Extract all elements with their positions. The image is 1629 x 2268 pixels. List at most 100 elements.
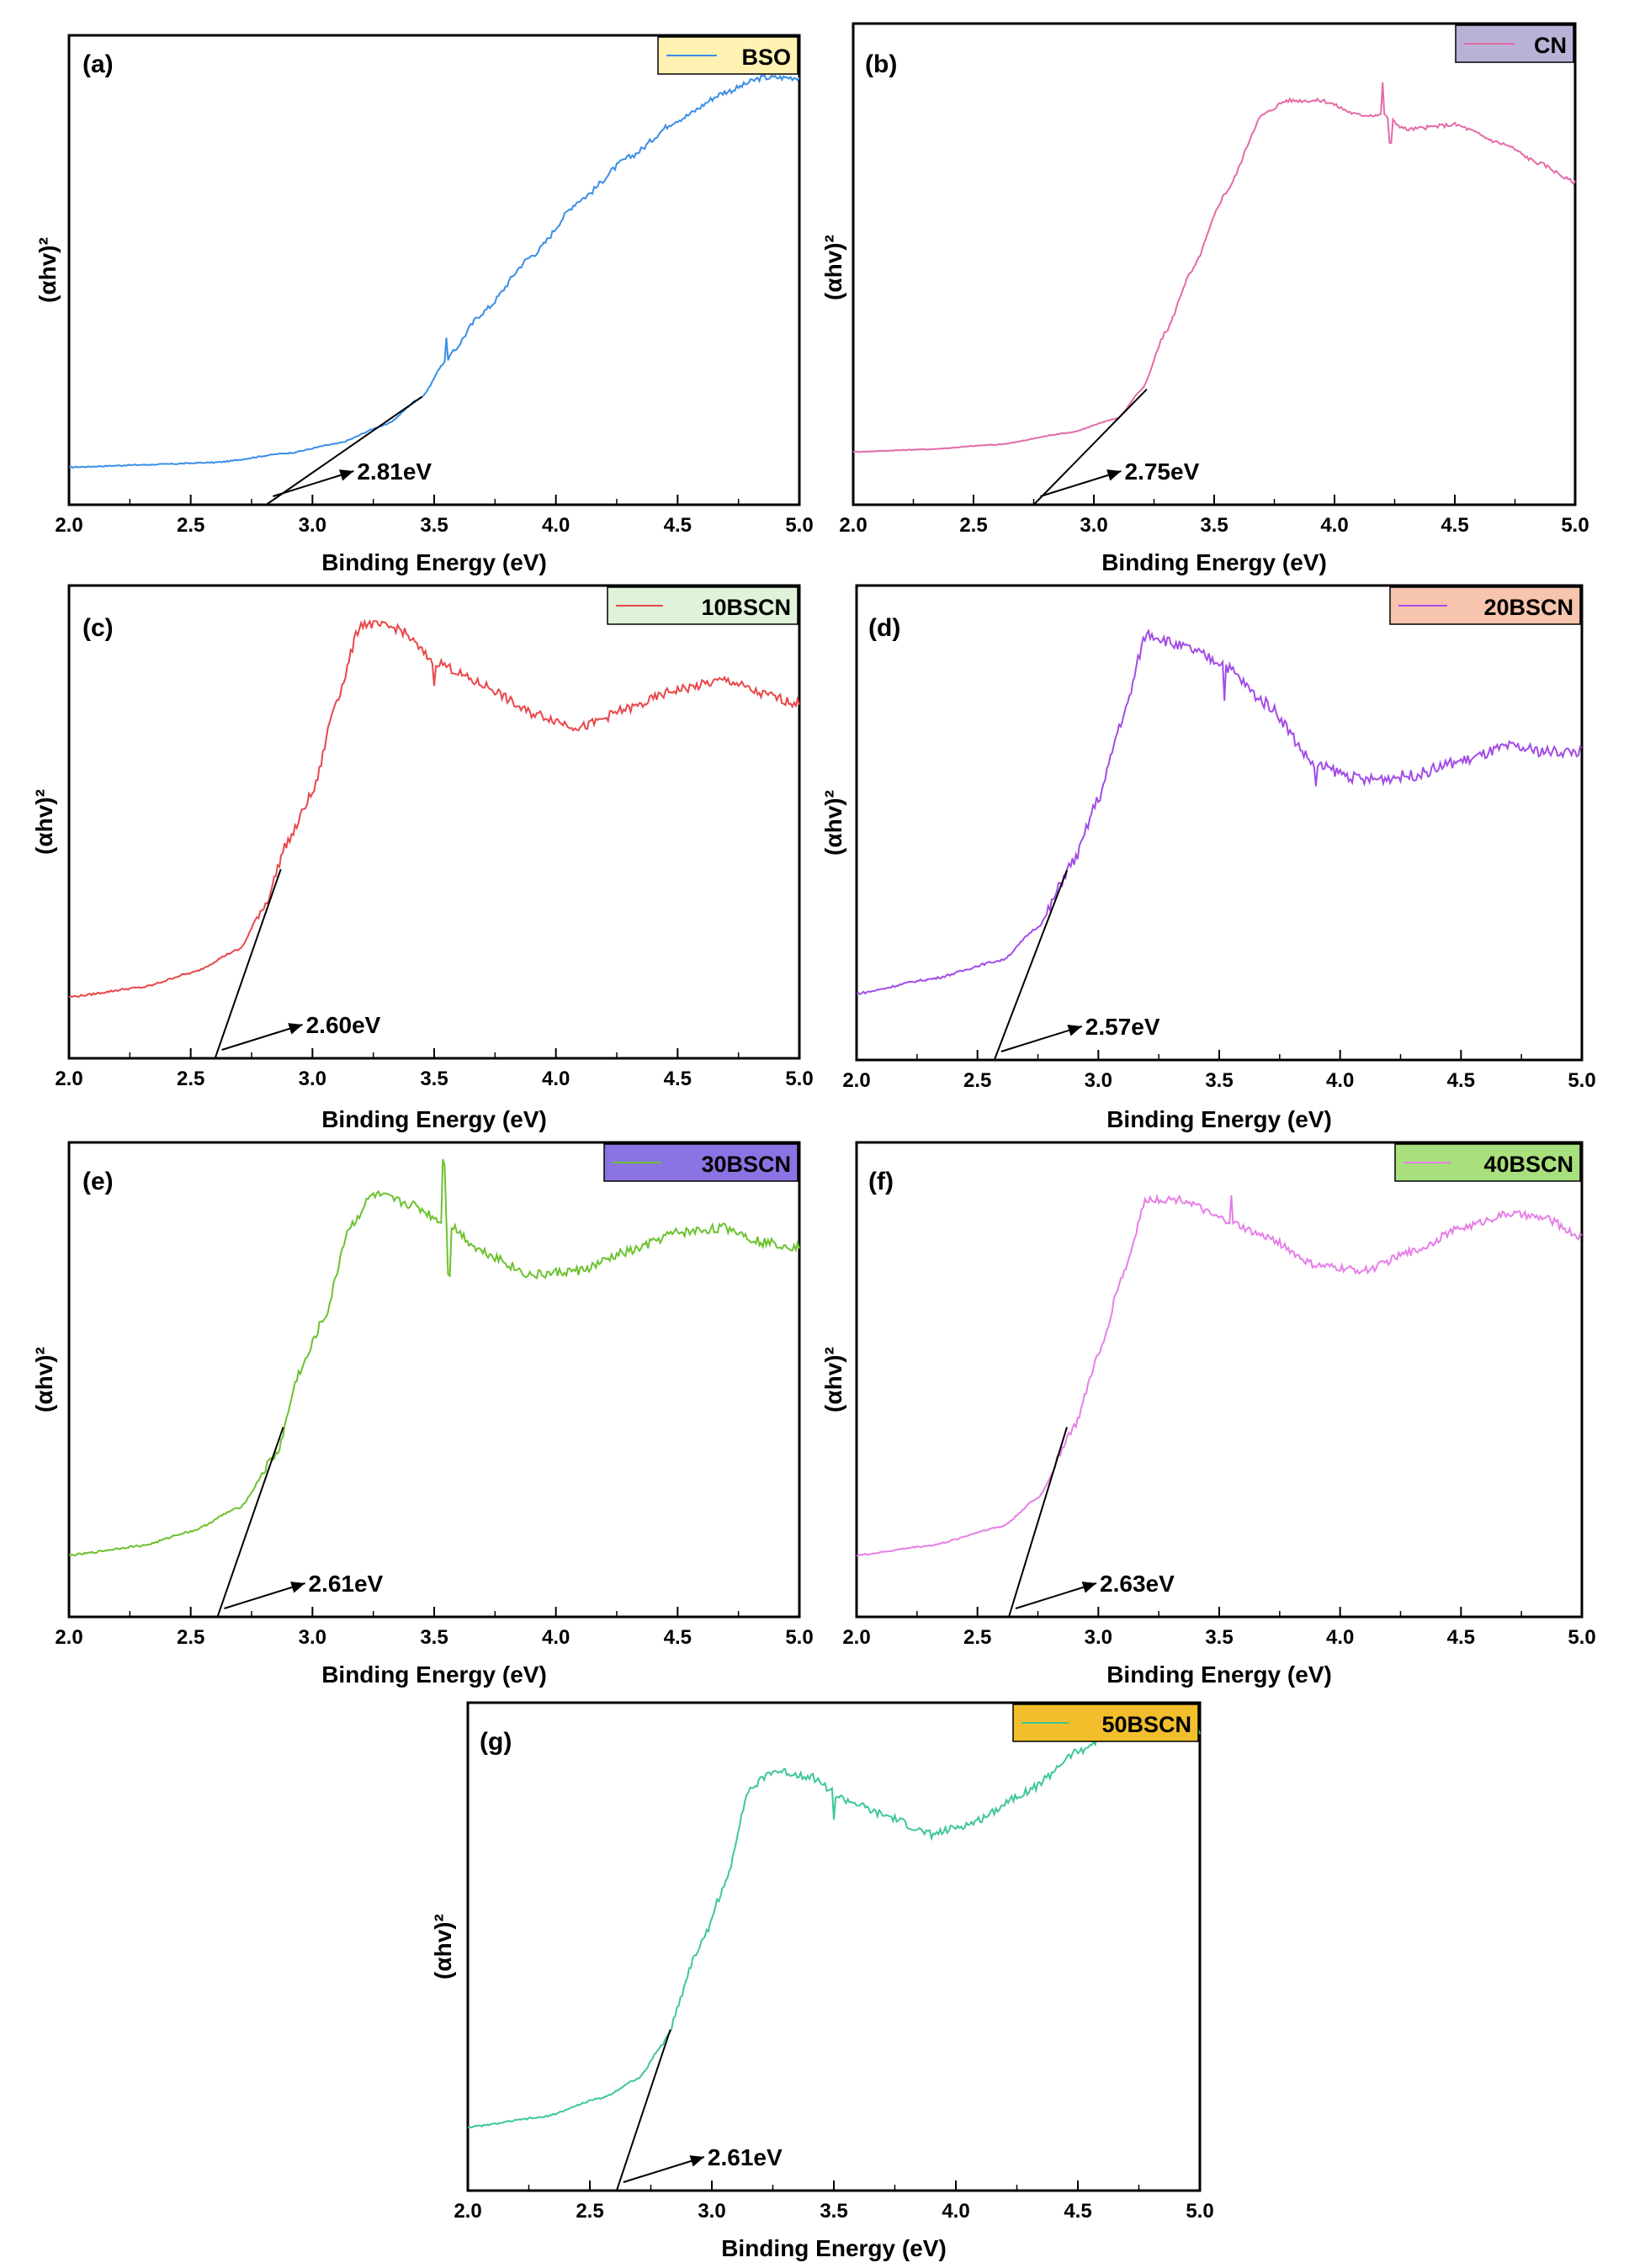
x-tick-label: 2.0	[55, 514, 82, 537]
arrow-head	[290, 1582, 305, 1593]
band-gap-label: 2.60eV	[306, 1012, 381, 1038]
x-tick-label: 3.5	[1205, 1626, 1233, 1649]
legend: 10BSCN	[607, 586, 799, 625]
panel-g: (g) 50BSCN 2.61eV 2.0 2.5 3.0 3.5 4.0 4.5 5.0 …	[430, 1701, 1214, 2261]
x-axis-label: Binding Energy (eV)	[321, 1661, 547, 1688]
x-tick-label: 4.5	[664, 514, 692, 537]
panel-label: (d)	[868, 614, 900, 642]
x-axis: 2.0 2.5 3.0 3.5 4.0 4.5 5.0	[55, 495, 814, 537]
plot-frame	[67, 1141, 801, 1619]
x-axis: 2.0 2.5 3.0 3.5 4.0 4.5 5.0	[55, 1048, 814, 1090]
arrow-line	[273, 470, 354, 497]
legend: 40BSCN	[1394, 1143, 1581, 1182]
x-tick-label: 5.0	[785, 514, 813, 537]
x-tick-label: 2.5	[576, 2200, 603, 2223]
tangent-line	[1032, 389, 1148, 506]
panel-f: (f) 40BSCN 2.63eV 2.0 2.5 3.0 3.5 4.0 4.5 5.0 …	[820, 1141, 1596, 1688]
x-tick-label: 3.0	[1085, 1069, 1112, 1092]
band-gap-label: 2.63eV	[1100, 1571, 1175, 1597]
plot-frame	[855, 1141, 1584, 1619]
band-gap-label: 2.61eV	[308, 1571, 383, 1597]
arrow-head	[1081, 1582, 1097, 1593]
x-axis-label: Binding Energy (eV)	[1101, 549, 1327, 575]
x-tick-label: 4.0	[1320, 514, 1348, 537]
y-axis-label: (αhv)²	[430, 1914, 456, 1979]
y-axis-label: (αhv)²	[820, 235, 846, 300]
series-line-30BSCN	[68, 1158, 800, 1557]
x-tick-label: 4.5	[1441, 514, 1468, 537]
x-tick-label: 4.0	[542, 1626, 570, 1649]
arrow-head	[1106, 469, 1122, 481]
x-tick-label: 3.0	[1080, 514, 1107, 537]
x-tick-label: 3.0	[299, 514, 326, 537]
band-gap-label: 2.61eV	[708, 2144, 783, 2170]
x-tick-label: 2.5	[177, 514, 204, 537]
series-line-20BSCN	[856, 628, 1583, 995]
arrow-line	[1040, 470, 1122, 497]
panel-a: (a) BSO 2.81eV 2.0 2.5 3.0 3.5 4.0 4.5 5.0 Bin…	[34, 34, 814, 575]
legend: BSO	[657, 36, 799, 75]
panel-label: (b)	[865, 50, 897, 78]
tangent-line	[216, 1427, 284, 1618]
legend: 20BSCN	[1389, 586, 1581, 625]
x-tick-label: 2.5	[963, 1626, 991, 1649]
x-tick-label: 2.0	[55, 1068, 82, 1090]
band-gap-label: 2.81eV	[357, 458, 432, 485]
panel-label: (g)	[480, 1728, 512, 1756]
x-tick-label: 4.0	[1326, 1626, 1354, 1649]
x-tick-label: 2.0	[842, 1626, 870, 1649]
series-line-40BSCN	[856, 1194, 1583, 1557]
x-tick-label: 5.0	[785, 1626, 813, 1649]
x-tick-label: 2.5	[177, 1068, 204, 1090]
band-gap-label: 2.57eV	[1085, 1014, 1160, 1040]
legend-text: 30BSCN	[701, 1152, 791, 1177]
x-tick-label: 3.5	[1200, 514, 1228, 537]
x-tick-label: 5.0	[1561, 514, 1589, 537]
legend-text: 10BSCN	[701, 595, 791, 620]
panel-label: (c)	[82, 614, 114, 642]
x-axis: 2.0 2.5 3.0 3.5 4.0 4.5 5.0	[842, 1607, 1596, 1649]
series-line-10BSCN	[68, 618, 800, 999]
arrow-line	[623, 2156, 705, 2183]
panel-b: (b) CN 2.75eV 2.0 2.5 3.0 3.5 4.0 4.5 5.0 Bind…	[820, 22, 1589, 575]
x-axis-label: Binding Energy (eV)	[321, 549, 547, 575]
x-tick-label: 2.0	[454, 2200, 481, 2223]
x-tick-label: 3.0	[1085, 1626, 1112, 1649]
legend-text: BSO	[741, 45, 791, 70]
plot-frame	[855, 584, 1584, 1062]
legend-text: 50BSCN	[1101, 1712, 1191, 1737]
arrow-head	[1067, 1025, 1082, 1036]
arrow-line	[1015, 1582, 1097, 1609]
x-tick-label: 2.5	[959, 514, 987, 537]
plot-frame	[67, 584, 801, 1060]
x-tick-label: 5.0	[1186, 2200, 1213, 2223]
tangent-line	[615, 2029, 671, 2191]
arrow-line	[224, 1582, 305, 1609]
series-line-CN	[852, 82, 1576, 453]
arrow-head	[689, 2155, 704, 2167]
band-gap-label: 2.75eV	[1125, 458, 1200, 485]
x-axis: 2.0 2.5 3.0 3.5 4.0 4.5 5.0	[839, 495, 1589, 537]
panel-d: (d) 20BSCN 2.57eV 2.0 2.5 3.0 3.5 4.0 4.5 5.0 …	[820, 584, 1596, 1132]
series-line-BSO	[69, 74, 800, 469]
panel-c: (c) 10BSCN 2.60eV 2.0 2.5 3.0 3.5 4.0 4.5 5.0 …	[31, 584, 814, 1132]
legend: 30BSCN	[603, 1143, 799, 1182]
x-tick-label: 4.0	[542, 1068, 570, 1090]
x-axis-label: Binding Energy (eV)	[721, 2235, 947, 2261]
tangent-line	[265, 395, 423, 506]
panel-e: (e) 30BSCN 2.61eV 2.0 2.5 3.0 3.5 4.0 4.5 5.0 …	[31, 1141, 814, 1688]
legend: 50BSCN	[1012, 1704, 1199, 1742]
y-axis-label: (αhv)²	[34, 237, 61, 303]
x-tick-label: 5.0	[1568, 1626, 1595, 1649]
x-tick-label: 3.5	[820, 2200, 847, 2223]
x-tick-label: 2.0	[55, 1626, 82, 1649]
x-axis: 2.0 2.5 3.0 3.5 4.0 4.5 5.0	[842, 1050, 1596, 1092]
arrow-line	[221, 1024, 303, 1051]
plot-frame	[67, 34, 801, 506]
x-tick-label: 3.5	[1205, 1069, 1233, 1092]
x-tick-label: 5.0	[1568, 1069, 1595, 1092]
legend: CN	[1455, 24, 1574, 63]
arrow-head	[339, 469, 354, 481]
panel-label: (a)	[82, 50, 114, 78]
panel-label: (e)	[82, 1168, 114, 1195]
